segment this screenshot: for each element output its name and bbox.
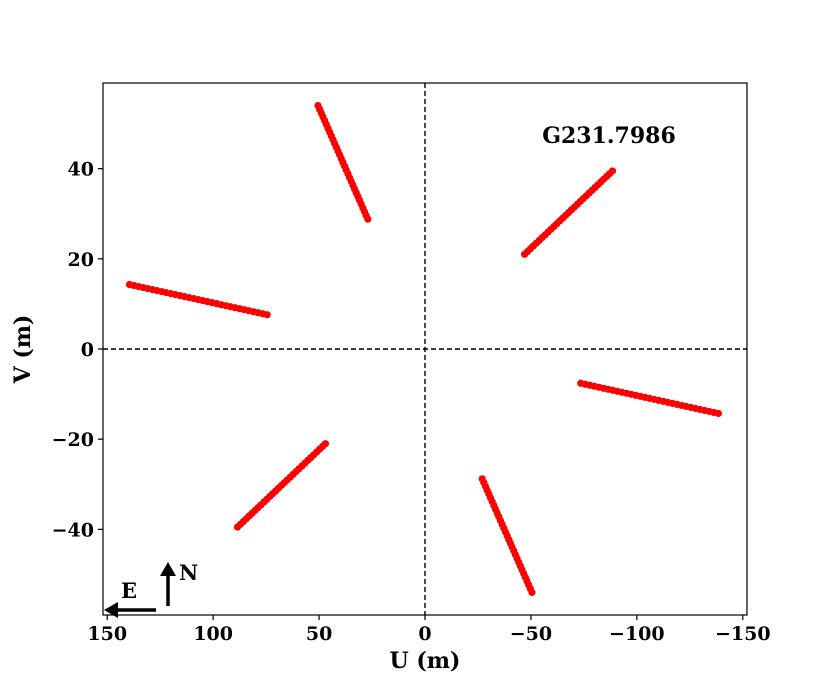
x-tick-label: 0 xyxy=(418,623,431,645)
y-tick-label: 0 xyxy=(81,339,94,361)
data-points xyxy=(125,101,723,597)
uv-point xyxy=(528,588,536,597)
x-tick-label: 100 xyxy=(193,623,233,645)
uv-point xyxy=(714,409,723,418)
uv-point xyxy=(364,215,372,223)
x-tick-label: −50 xyxy=(510,623,552,645)
x-tick-label: −100 xyxy=(609,623,665,645)
y-tick-label: −20 xyxy=(52,429,94,451)
uv-point xyxy=(608,167,617,175)
compass: E N xyxy=(104,560,198,618)
north-arrowhead-icon xyxy=(160,562,176,576)
x-tick-label: 150 xyxy=(87,623,127,645)
north-label: N xyxy=(179,560,198,585)
y-tick-label: 40 xyxy=(68,159,94,181)
y-tick-label: 20 xyxy=(68,249,94,271)
east-label: E xyxy=(121,578,137,603)
source-name-annotation: G231.7986 xyxy=(542,123,676,149)
x-tick-label: −150 xyxy=(715,623,771,645)
y-axis-ticks: −40 −20 0 20 40 xyxy=(52,159,103,541)
reference-lines xyxy=(103,83,747,615)
uv-point xyxy=(233,523,242,531)
east-arrowhead-icon xyxy=(104,602,118,618)
x-axis-ticks: 150 100 50 0 −50 −100 −150 xyxy=(87,615,771,645)
y-axis-label: V (m) xyxy=(10,315,36,385)
y-tick-label: −40 xyxy=(52,519,94,541)
x-tick-label: 50 xyxy=(306,623,332,645)
x-axis-label: U (m) xyxy=(390,648,461,674)
uv-point xyxy=(263,311,271,319)
